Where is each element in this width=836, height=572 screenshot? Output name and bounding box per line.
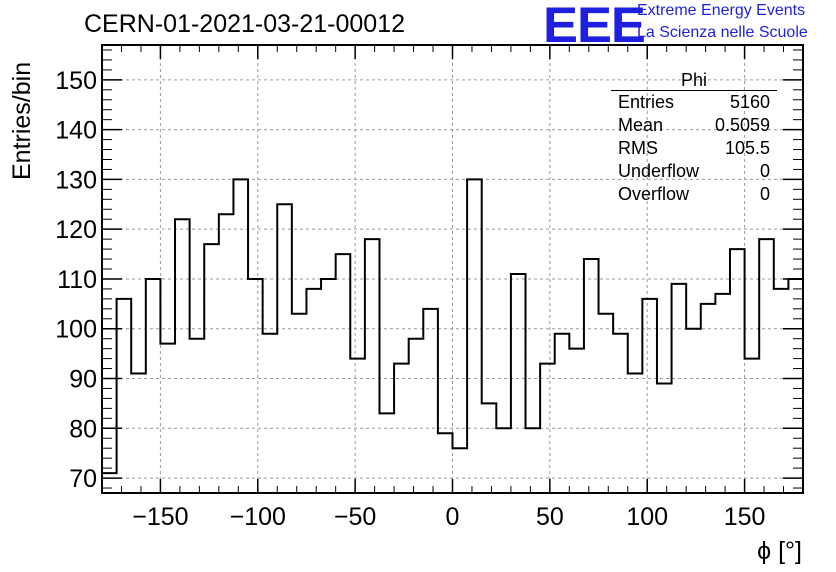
org-name-line2: La Scienza nelle Scuole (637, 24, 808, 41)
stats-value: 105.5 (724, 138, 770, 158)
stats-row-entries: Entries 5160 (611, 91, 777, 114)
histogram-outline (102, 178, 803, 475)
stats-label: Underflow (618, 161, 700, 181)
x-tick-label: −100 (230, 503, 286, 531)
y-tick-label: 140 (55, 117, 97, 145)
stats-row-rms: RMS 105.5 (611, 137, 777, 160)
x-tick-label: −50 (334, 503, 376, 531)
x-tick-label: −150 (132, 503, 188, 531)
stats-label: RMS (618, 138, 658, 158)
x-tick-label: 50 (536, 503, 564, 531)
eee-logo: EEE (543, 0, 646, 53)
x-tick-label: 100 (626, 503, 668, 531)
x-tick-label: 150 (724, 503, 766, 531)
y-tick-label: 100 (55, 316, 97, 344)
stats-value: 0.5059 (714, 115, 770, 135)
stats-row-mean: Mean 0.5059 (611, 114, 777, 137)
y-tick-label: 70 (69, 465, 97, 493)
stats-value: 5160 (729, 92, 770, 112)
run-title: CERN-01-2021-03-21-00012 (84, 10, 406, 38)
grid-lines (102, 45, 803, 493)
tick-labels: −150 −100 −50 0 50 100 150 70 80 90 100 110 120 130 14… (55, 67, 765, 531)
y-axis-label: Entries/bin (8, 61, 36, 180)
stats-title: Phi (611, 70, 777, 91)
y-tick-label: 130 (55, 166, 97, 194)
stats-label: Entries (618, 92, 675, 112)
stats-label: Mean (618, 115, 664, 135)
axis-ticks (101, 45, 804, 493)
stats-row-overflow: Overflow 0 (611, 183, 777, 206)
y-tick-label: 110 (57, 266, 97, 294)
stats-box: Phi Entries 5160 Mean 0.5059 RMS 105.5 U… (611, 70, 777, 206)
y-tick-label: 80 (69, 415, 97, 443)
stats-label: Overflow (618, 184, 690, 204)
stats-row-underflow: Underflow 0 (611, 160, 777, 183)
stats-value: 0 (759, 184, 770, 204)
org-name-line1: Extreme Energy Events (637, 2, 806, 19)
y-tick-label: 90 (69, 366, 97, 394)
x-tick-label: 0 (446, 503, 460, 531)
x-axis-label: ϕ [°] (757, 537, 802, 565)
plot-frame (101, 44, 804, 494)
y-tick-label: 150 (55, 67, 97, 95)
stats-value: 0 (759, 161, 770, 181)
y-tick-label: 120 (55, 216, 97, 244)
